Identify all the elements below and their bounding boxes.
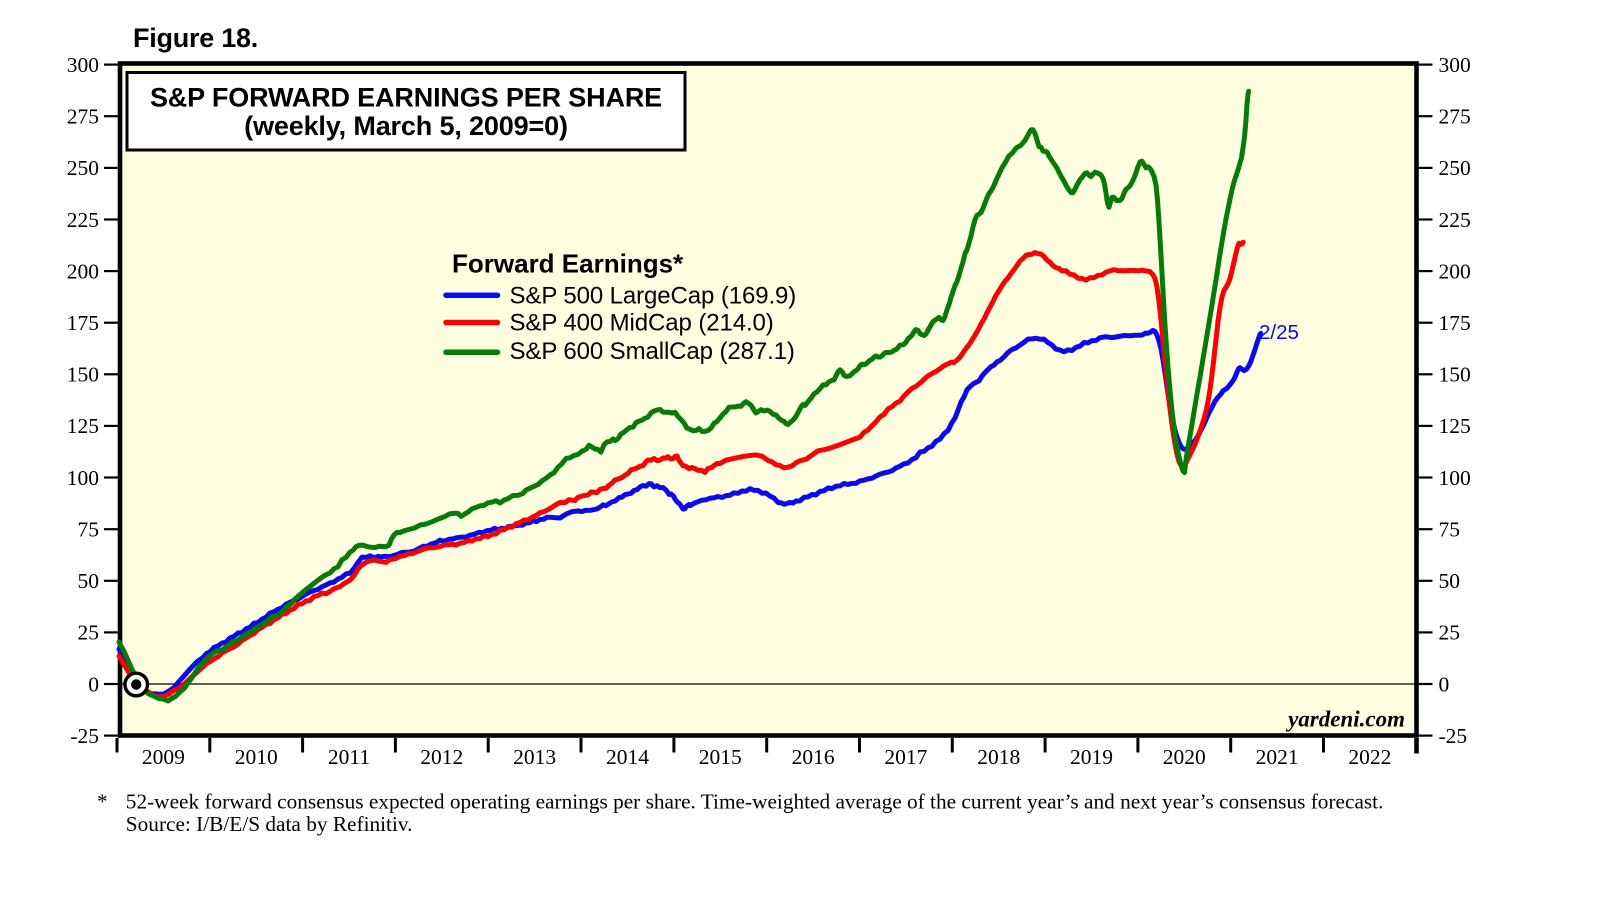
svg-text:275: 275 <box>67 105 99 129</box>
svg-text:200: 200 <box>67 259 99 283</box>
svg-text:150: 150 <box>67 363 99 387</box>
svg-text:2022: 2022 <box>1348 745 1391 769</box>
svg-text:225: 225 <box>67 208 99 232</box>
svg-text:125: 125 <box>67 414 99 438</box>
svg-text:S&P 600 SmallCap (287.1): S&P 600 SmallCap (287.1) <box>510 338 795 365</box>
svg-text:75: 75 <box>1439 518 1461 542</box>
svg-text:2/25: 2/25 <box>1259 321 1299 344</box>
svg-text:2018: 2018 <box>977 745 1020 769</box>
svg-text:2010: 2010 <box>235 745 278 769</box>
svg-text:S&P 500 LargeCap (169.9): S&P 500 LargeCap (169.9) <box>510 282 797 309</box>
svg-text:2012: 2012 <box>420 745 463 769</box>
svg-text:2020: 2020 <box>1163 745 1206 769</box>
svg-text:175: 175 <box>67 311 99 335</box>
svg-text:2015: 2015 <box>699 745 742 769</box>
svg-text:-25: -25 <box>1439 724 1468 748</box>
svg-text:50: 50 <box>78 569 100 593</box>
svg-text:S&P FORWARD EARNINGS PER SHARE: S&P FORWARD EARNINGS PER SHARE <box>150 83 662 113</box>
svg-text:0: 0 <box>1439 672 1450 696</box>
svg-text:275: 275 <box>1439 105 1471 129</box>
svg-text:100: 100 <box>67 466 99 490</box>
svg-text:300: 300 <box>1439 53 1471 77</box>
svg-text:250: 250 <box>67 156 99 180</box>
svg-text:200: 200 <box>1439 259 1471 283</box>
svg-text:2017: 2017 <box>884 745 927 769</box>
svg-text:2016: 2016 <box>792 745 835 769</box>
svg-text:125: 125 <box>1439 414 1471 438</box>
svg-text:100: 100 <box>1439 466 1471 490</box>
svg-text:2009: 2009 <box>142 745 185 769</box>
svg-text:300: 300 <box>67 53 99 77</box>
svg-text:Figure 18.: Figure 18. <box>133 23 258 53</box>
svg-text:-25: -25 <box>70 724 99 748</box>
svg-text:2011: 2011 <box>328 745 370 769</box>
svg-text:225: 225 <box>1439 208 1471 232</box>
svg-text:250: 250 <box>1439 156 1471 180</box>
svg-text:S&P 400 MidCap (214.0): S&P 400 MidCap (214.0) <box>510 310 774 337</box>
svg-text:2014: 2014 <box>606 745 649 769</box>
svg-text:150: 150 <box>1439 363 1471 387</box>
svg-text:52-week forward consensus expe: 52-week forward consensus expected opera… <box>126 789 1384 813</box>
svg-text:175: 175 <box>1439 311 1471 335</box>
svg-text:75: 75 <box>78 518 100 542</box>
svg-text:50: 50 <box>1439 569 1461 593</box>
svg-text:0: 0 <box>88 672 99 696</box>
svg-text:Forward Earnings*: Forward Earnings* <box>452 248 684 278</box>
svg-text:25: 25 <box>78 621 100 645</box>
svg-text:Source: I/B/E/S data by Refini: Source: I/B/E/S data by Refinitiv. <box>126 812 413 836</box>
svg-text:(weekly, March 5, 2009=0): (weekly, March 5, 2009=0) <box>244 111 568 141</box>
svg-text:yardeni.com: yardeni.com <box>1285 707 1405 732</box>
svg-text:2019: 2019 <box>1070 745 1113 769</box>
svg-text:2013: 2013 <box>513 745 556 769</box>
svg-text:25: 25 <box>1439 621 1461 645</box>
svg-text:2021: 2021 <box>1256 745 1299 769</box>
svg-text:*: * <box>97 789 108 813</box>
